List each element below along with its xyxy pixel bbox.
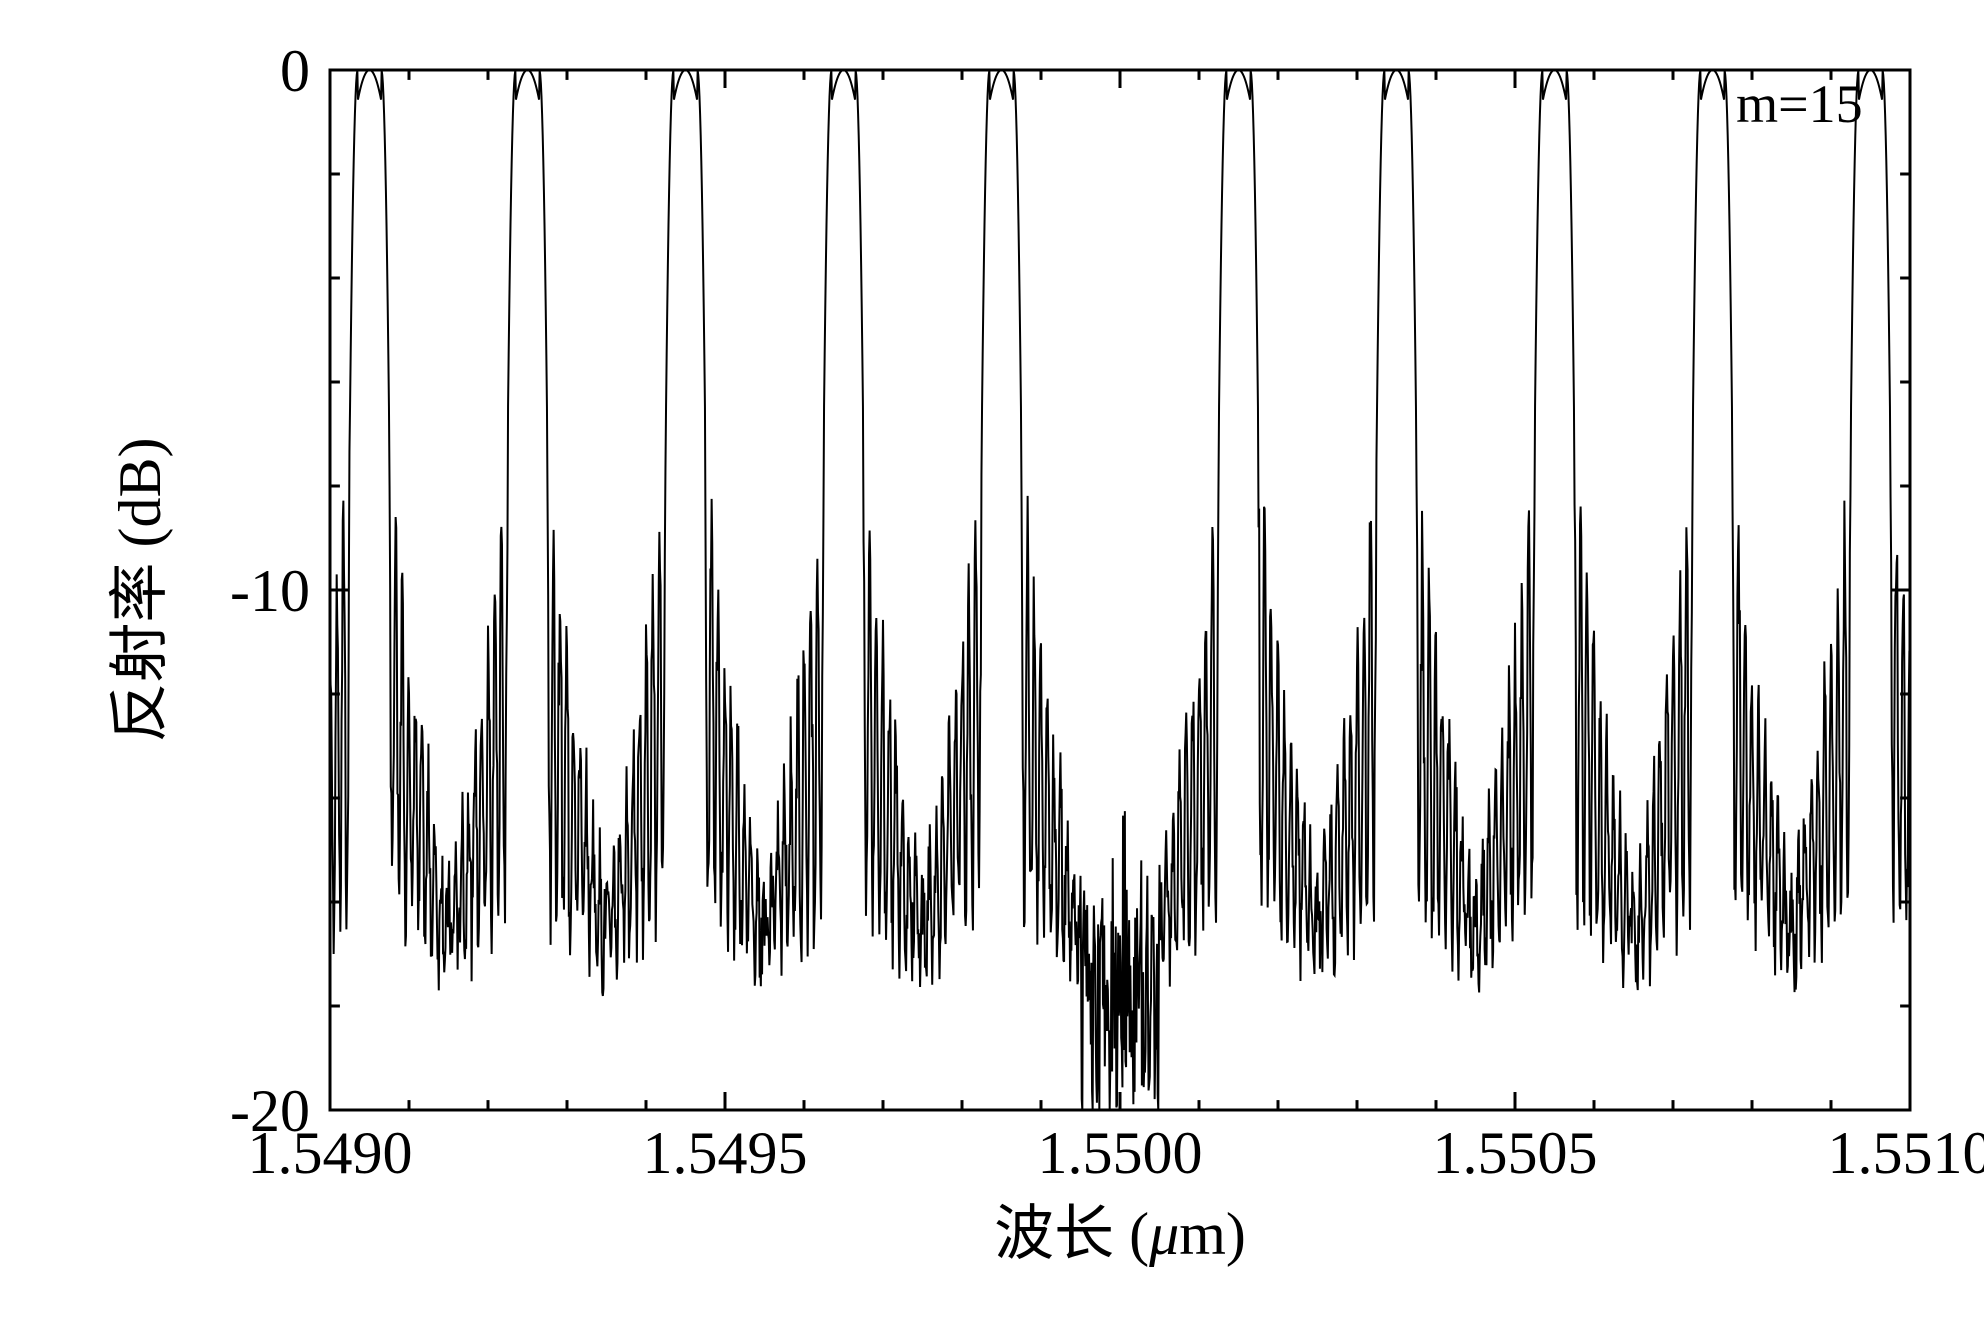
y-tick-label: -10: [230, 558, 310, 624]
x-tick-label: 1.5500: [1038, 1120, 1203, 1186]
x-axis-label: 波长 (μm): [994, 1201, 1246, 1267]
chart-svg: 1.54901.54951.55001.55051.5510-20-100波长 …: [0, 0, 1984, 1319]
x-tick-label: 1.5495: [643, 1120, 808, 1186]
reflectance-spectrum-chart: 1.54901.54951.55001.55051.5510-20-100波长 …: [0, 0, 1984, 1319]
annotation-m-equals: m=15: [1736, 74, 1862, 134]
x-tick-label: 1.5510: [1828, 1120, 1984, 1186]
x-tick-label: 1.5505: [1433, 1120, 1598, 1186]
y-tick-label: 0: [280, 38, 310, 104]
y-tick-label: -20: [230, 1078, 310, 1144]
y-axis-label: 反射率 (dB): [107, 438, 173, 743]
